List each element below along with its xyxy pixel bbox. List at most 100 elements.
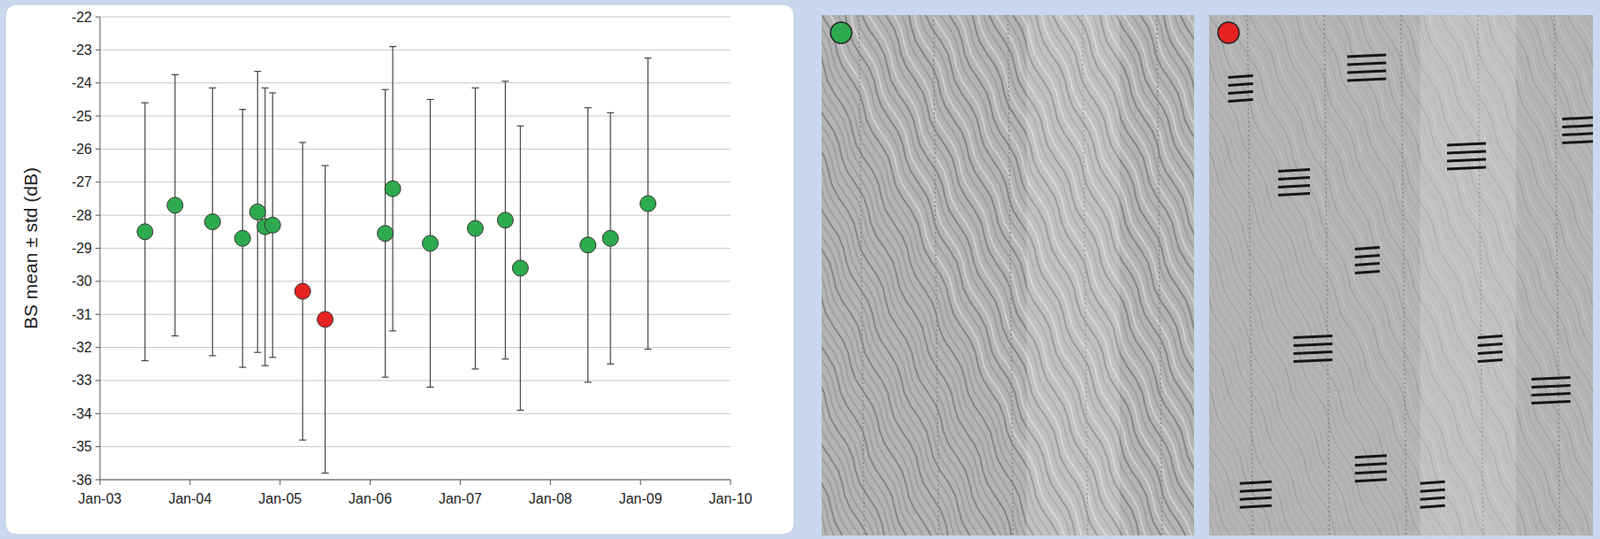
dash [1347, 78, 1386, 81]
point [580, 237, 597, 253]
dash [1278, 168, 1310, 171]
texture [1544, 15, 1593, 536]
error-cap [426, 99, 434, 100]
texture [1370, 15, 1593, 536]
dash [1477, 336, 1503, 338]
error-cap [389, 45, 397, 47]
dash [1477, 344, 1503, 346]
texture [1527, 15, 1593, 536]
dash [1355, 247, 1380, 250]
grid-line [99, 49, 731, 51]
error-cap [141, 102, 149, 104]
error-cap [171, 335, 179, 337]
y-tick [95, 445, 100, 447]
texture [1289, 15, 1522, 536]
y-tick-label: -34 [71, 405, 92, 422]
x-tick [550, 479, 552, 485]
point [294, 283, 311, 299]
dash [1446, 151, 1486, 154]
texture [1156, 15, 1195, 536]
y-tick [95, 479, 100, 481]
grid-line [99, 214, 731, 216]
dash [1531, 377, 1571, 380]
y-tick [95, 16, 100, 18]
texture [1400, 15, 1593, 536]
grid-line [99, 82, 731, 84]
grid-line [99, 445, 731, 447]
y-tick [95, 181, 100, 183]
texture [1169, 15, 1195, 536]
texture [914, 15, 1146, 536]
dash [1278, 176, 1310, 179]
error-cap [268, 91, 276, 93]
texture [821, 15, 1012, 536]
texture [1140, 15, 1195, 536]
x-tick [99, 479, 101, 485]
grid-line [99, 313, 731, 315]
point [602, 229, 619, 246]
point [234, 229, 251, 246]
point [512, 260, 529, 276]
error-cap [321, 472, 330, 474]
point [377, 225, 394, 242]
error-cap [516, 125, 524, 127]
point [249, 203, 266, 220]
y-tick [95, 413, 100, 414]
error-cap [253, 70, 261, 72]
y-tick-label: -23 [71, 42, 92, 58]
dash [1347, 62, 1386, 65]
dash [1293, 344, 1333, 346]
dash [1446, 167, 1486, 169]
chart-panel [5, 4, 795, 535]
image-icon [830, 22, 852, 44]
error-cap [268, 356, 276, 358]
x-tick-label: Jan-09 [619, 490, 663, 506]
error-cap [261, 87, 269, 89]
texture [1163, 15, 1195, 536]
texture [940, 15, 1179, 536]
texture [1307, 15, 1540, 536]
texture [1179, 15, 1195, 536]
error-cap [261, 365, 269, 367]
dash [1355, 263, 1380, 266]
x-axis [99, 479, 731, 481]
y-tick [95, 280, 100, 282]
y-tick [95, 247, 100, 249]
error-cap [501, 80, 509, 82]
error-cap [471, 367, 479, 369]
dash [1240, 497, 1272, 499]
texture [1209, 15, 1358, 536]
y-tick-label: -26 [71, 141, 92, 157]
dash [1240, 505, 1272, 507]
error-cap [171, 74, 179, 76]
x-tick-label: Jan-03 [78, 490, 123, 506]
dash [1355, 471, 1387, 474]
y-tick-label: -22 [71, 9, 92, 25]
error-cap [141, 359, 149, 361]
texture [821, 15, 885, 536]
point [497, 212, 513, 229]
texture [1209, 15, 1439, 536]
texture [1209, 15, 1422, 536]
texture [821, 15, 1034, 536]
texture [894, 15, 1129, 536]
dash [1531, 393, 1571, 396]
texture [995, 15, 1195, 536]
texture [1582, 15, 1593, 536]
x-tick-label: Jan-07 [438, 490, 483, 506]
dash [1355, 271, 1380, 274]
point [204, 214, 221, 230]
dash [1477, 359, 1503, 362]
grid-line [99, 479, 731, 481]
y-tick [95, 49, 100, 51]
grid-line [99, 181, 731, 183]
error-cap [298, 141, 307, 143]
dash [1228, 76, 1254, 78]
y-tick-label: -27 [71, 174, 92, 190]
texture [919, 15, 1153, 536]
dash [1293, 336, 1333, 338]
y-tick-label: -36 [71, 472, 92, 488]
texture [1416, 15, 1593, 536]
dash [1446, 143, 1486, 146]
error-cap [501, 358, 509, 360]
